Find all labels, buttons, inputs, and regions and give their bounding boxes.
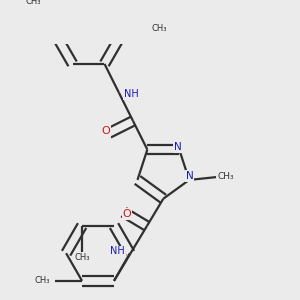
Text: CH₃: CH₃ [217, 172, 234, 181]
Text: CH₃: CH₃ [151, 24, 167, 33]
Text: NH: NH [124, 89, 138, 99]
Text: O: O [102, 126, 110, 136]
Text: NH: NH [110, 246, 125, 256]
Text: N: N [174, 142, 182, 152]
Text: CH₃: CH₃ [34, 276, 50, 285]
Text: CH₃: CH₃ [26, 0, 41, 6]
Text: O: O [122, 209, 131, 219]
Text: CH₃: CH₃ [74, 253, 90, 262]
Text: N: N [186, 171, 194, 181]
